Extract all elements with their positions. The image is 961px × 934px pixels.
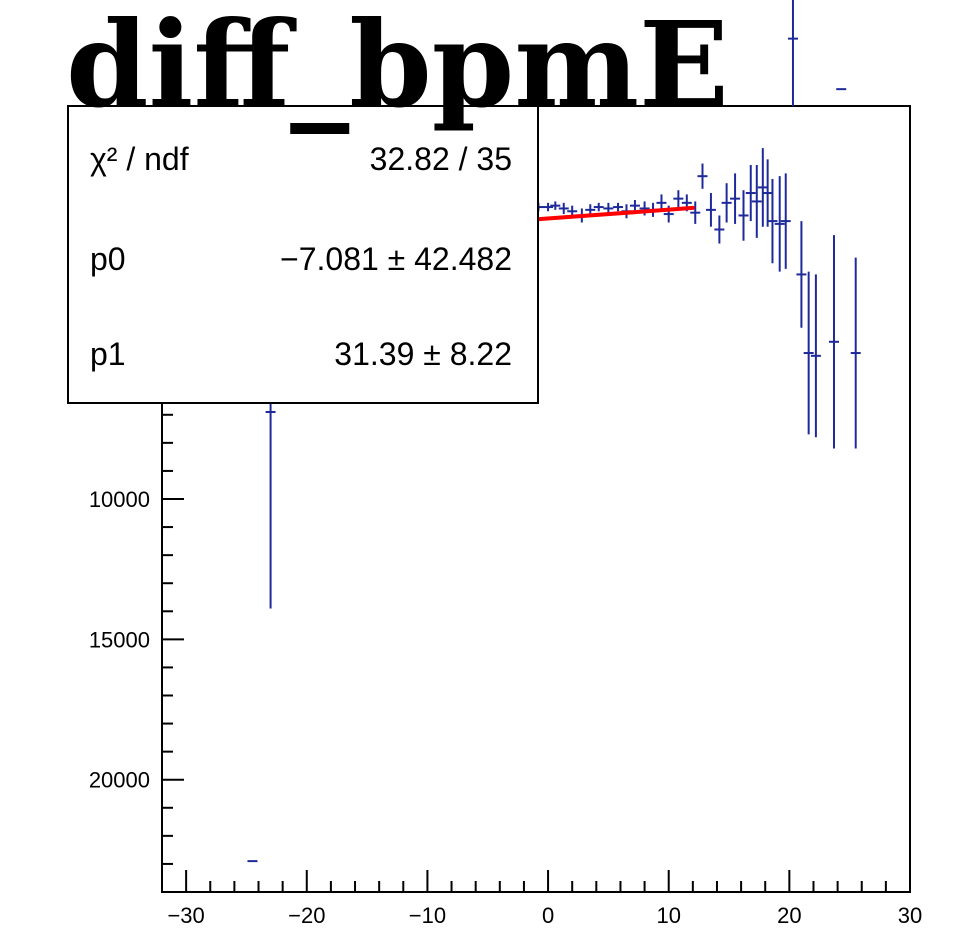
stats-box: χ² / ndf 32.82 / 35 p0 −7.081 ± 42.482 p… — [68, 106, 538, 403]
x-tick-label: −30 — [167, 903, 204, 928]
x-tick-label: −20 — [288, 903, 325, 928]
stats-p0-value: −7.081 ± 42.482 — [280, 241, 512, 277]
stats-chi2-value: 32.82 / 35 — [370, 141, 512, 177]
x-tick-label: 30 — [898, 903, 922, 928]
chart-title: diff_bpmE — [66, 0, 729, 134]
stats-p1-label: p1 — [90, 336, 126, 372]
x-tick-label: 0 — [542, 903, 554, 928]
stats-p0-label: p0 — [90, 241, 126, 277]
x-tick-label: 20 — [777, 903, 801, 928]
y-tick-label: 10000 — [89, 487, 150, 512]
x-tick-label: 10 — [656, 903, 680, 928]
y-tick-label: 15000 — [89, 627, 150, 652]
y-tick-label: 20000 — [89, 768, 150, 793]
x-tick-label: −10 — [409, 903, 446, 928]
stats-p1-value: 31.39 ± 8.22 — [334, 336, 512, 372]
stats-chi2-label: χ² / ndf — [90, 141, 189, 177]
